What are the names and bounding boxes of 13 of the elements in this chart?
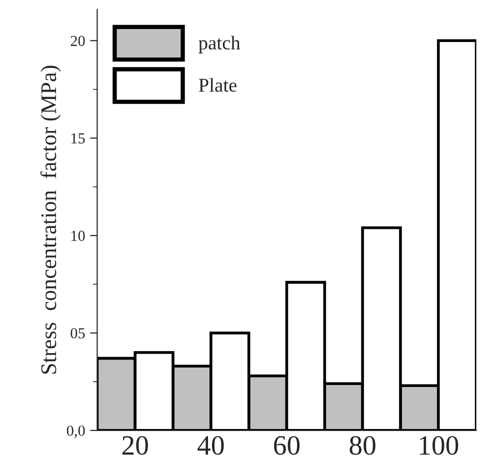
y-tick-label: 10 — [71, 230, 85, 241]
y-tick-label: 05 — [70, 328, 85, 338]
legend-label: Plate — [198, 78, 237, 92]
x-tick-label: 100 — [420, 436, 458, 455]
x-tick-label: 60 — [274, 436, 300, 455]
y-tick-label: 0,0 — [66, 426, 85, 438]
x-tick-label: 80 — [350, 436, 376, 455]
y-tick-label: 15 — [71, 133, 85, 144]
x-tick-label: 40 — [198, 436, 224, 455]
y-axis-title: Stress concentration factor (MPa) — [40, 66, 61, 374]
legend-label: patch — [198, 36, 240, 54]
y-tick-label: 20 — [70, 36, 85, 46]
x-tick-label: 20 — [122, 436, 148, 455]
